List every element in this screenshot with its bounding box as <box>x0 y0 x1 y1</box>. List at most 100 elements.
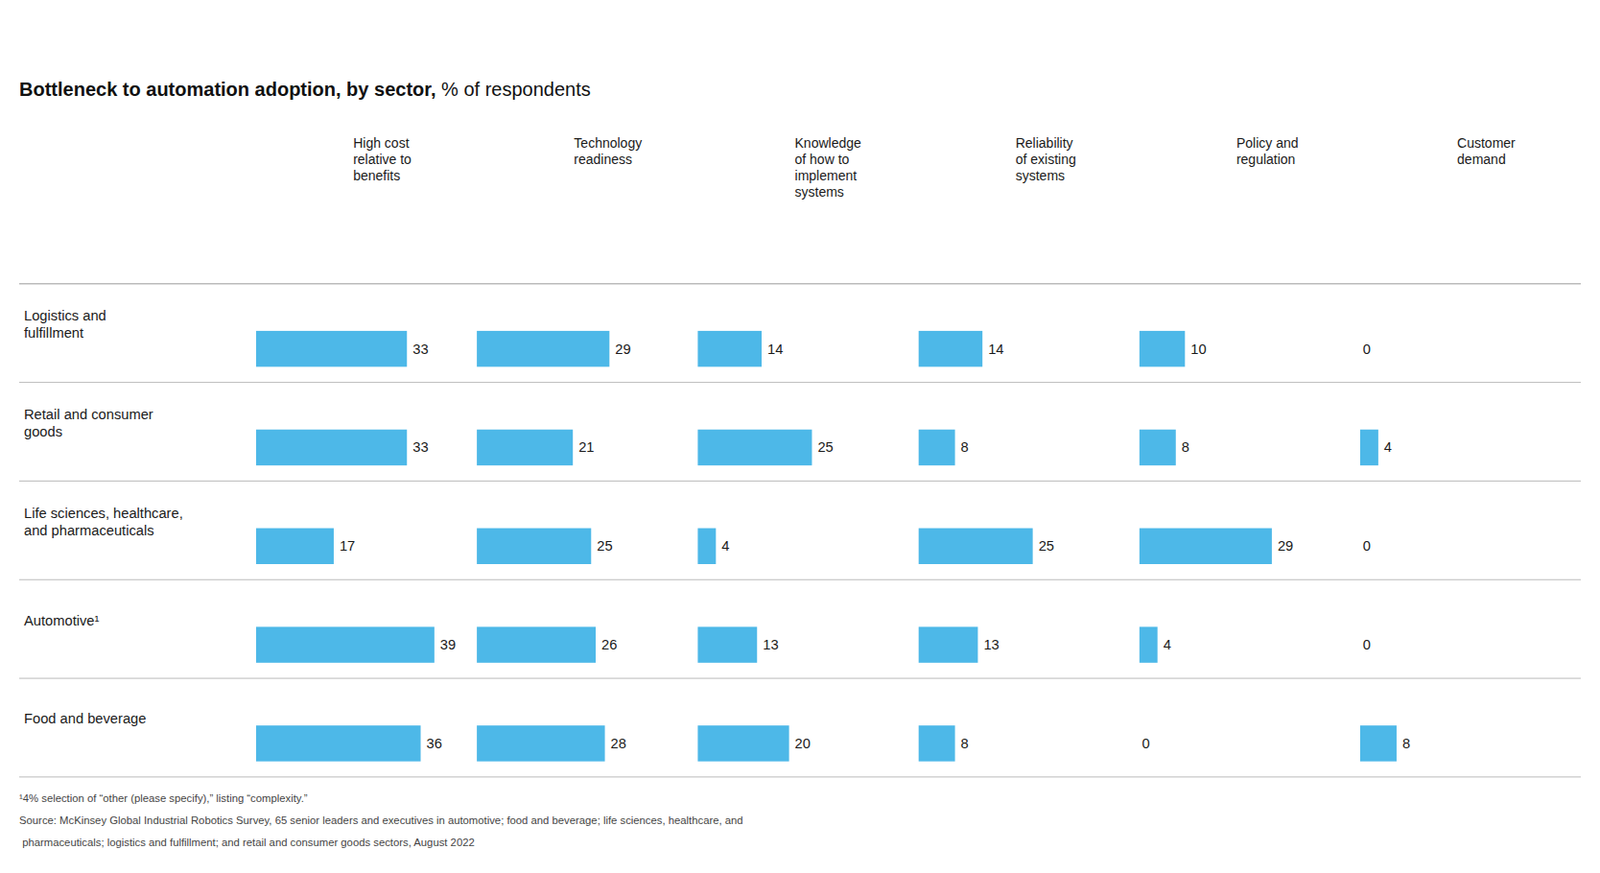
title: Bottleneck to automation adoption, by se… <box>19 78 591 100</box>
data-label: 29 <box>1277 538 1294 554</box>
bar <box>1139 528 1272 565</box>
data-label: 14 <box>988 341 1004 357</box>
bar <box>476 626 596 662</box>
data-label: 8 <box>1402 735 1411 752</box>
column-header-line: readiness <box>573 151 633 167</box>
column-header-line: regulation <box>1236 151 1296 167</box>
data-label: 10 <box>1190 341 1206 357</box>
bar-cell <box>1139 528 1272 565</box>
bar <box>917 725 955 761</box>
footnote: ¹4% selection of “other (please specify)… <box>19 792 308 804</box>
bar-cell <box>917 528 1033 565</box>
bar-cell <box>1139 330 1186 367</box>
column-header-line: Reliability <box>1015 135 1074 151</box>
bar-cell <box>917 626 978 662</box>
bar-cell <box>476 429 573 466</box>
footnote: pharmaceuticals; logistics and fulfillme… <box>19 836 475 848</box>
bar-cell <box>256 429 407 466</box>
bar <box>1360 429 1379 466</box>
data-label: 0 <box>1363 538 1371 554</box>
row-label: Logistics andfulfillment <box>23 307 107 341</box>
bar <box>476 330 610 367</box>
row-divider <box>19 480 1581 482</box>
column-header-line: relative to <box>352 151 412 167</box>
data-label: 25 <box>817 439 833 455</box>
bar <box>1139 725 1141 761</box>
bar <box>917 429 955 466</box>
column-header-line: demand <box>1457 151 1506 167</box>
column-header: Customerdemand <box>1457 135 1516 167</box>
subtitle: % of respondents <box>436 78 591 100</box>
row-divider <box>19 579 1581 581</box>
data-label: 4 <box>721 538 730 554</box>
title-bold: Bottleneck to automation adoption, by se… <box>19 78 436 100</box>
bar <box>697 330 762 367</box>
bar <box>256 528 334 565</box>
bar-cell <box>476 626 596 662</box>
column-header-line: systems <box>1015 167 1065 184</box>
bar <box>256 626 435 662</box>
data-label: 33 <box>412 439 428 455</box>
row-label-line: Automotive¹ <box>23 612 99 629</box>
data-label: 0 <box>1363 341 1371 357</box>
bar <box>917 626 978 662</box>
bar <box>1139 330 1186 367</box>
bar-cell <box>1360 429 1379 466</box>
row-label-line: and pharmaceuticals <box>23 522 155 539</box>
row-label-line: Food and beverage <box>23 710 146 727</box>
data-label: 8 <box>1181 439 1190 455</box>
row-label: Automotive¹ <box>23 612 99 629</box>
bar-cell <box>256 725 422 761</box>
data-label: 0 <box>1142 735 1151 752</box>
column-header: Reliabilityof existingsystems <box>1015 135 1077 184</box>
bar <box>256 725 422 761</box>
bar-cell <box>697 429 812 466</box>
row-label: Life sciences, healthcare,and pharmaceut… <box>23 505 184 539</box>
column-header-line: of existing <box>1015 151 1077 167</box>
column-header: Policy andregulation <box>1236 135 1299 167</box>
bar <box>1360 725 1397 761</box>
data-label: 28 <box>611 735 627 752</box>
data-label: 21 <box>578 439 594 455</box>
data-label: 13 <box>983 636 999 653</box>
bar-cell <box>476 528 591 565</box>
row-divider <box>19 776 1581 777</box>
bar <box>697 528 716 565</box>
bar <box>917 330 983 367</box>
bar <box>917 528 1033 565</box>
data-label: 26 <box>601 636 617 653</box>
row-label: Food and beverage <box>23 710 146 727</box>
data-label: 8 <box>961 735 969 752</box>
bar-cell <box>476 725 606 761</box>
bar <box>697 626 757 662</box>
bar <box>697 429 812 466</box>
bar <box>256 429 407 466</box>
bar <box>476 528 591 565</box>
data-label: 39 <box>440 636 456 653</box>
data-label: 25 <box>1038 538 1055 554</box>
bar <box>1139 626 1158 662</box>
row-label-line: fulfillment <box>23 325 84 341</box>
column-header: High costrelative tobenefits <box>352 135 412 184</box>
bar-cell <box>917 330 983 367</box>
data-label: 4 <box>1163 636 1172 653</box>
row-label-line: Logistics and <box>23 307 107 324</box>
row-label-line: Life sciences, healthcare, <box>23 505 184 521</box>
data-label: 36 <box>426 735 443 752</box>
bar <box>1360 528 1362 565</box>
bar-cell <box>917 725 955 761</box>
data-label: 29 <box>614 341 631 357</box>
data-label: 14 <box>767 341 783 357</box>
row-divider <box>19 381 1581 383</box>
data-label: 8 <box>961 439 969 455</box>
data-label: 0 <box>1363 636 1371 653</box>
row-label-line: Retail and consumer <box>23 406 154 423</box>
bar <box>256 330 407 367</box>
bar-cell <box>476 330 610 367</box>
bar-cell <box>697 330 762 367</box>
bar-cell <box>1360 725 1397 761</box>
bar-cell <box>256 330 407 367</box>
bar-cell <box>256 528 334 565</box>
column-header-line: systems <box>795 184 845 200</box>
column-header-line: Policy and <box>1236 135 1299 151</box>
